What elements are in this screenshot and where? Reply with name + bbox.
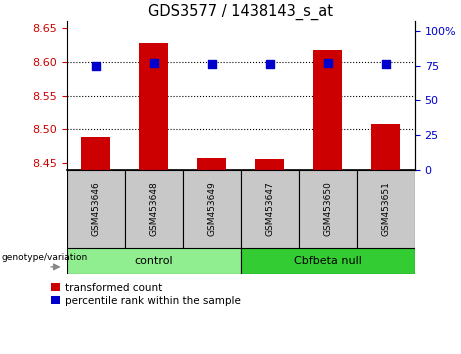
Bar: [241, 170, 299, 248]
Bar: [67, 170, 125, 248]
Bar: [125, 170, 183, 248]
Bar: [197, 159, 226, 170]
Bar: [299, 170, 357, 248]
Bar: [357, 170, 415, 248]
Bar: [81, 137, 110, 170]
Point: [324, 60, 331, 66]
Text: GSM453646: GSM453646: [91, 182, 100, 236]
Bar: [241, 248, 415, 274]
Text: GSM453651: GSM453651: [381, 181, 390, 236]
Point: [150, 60, 158, 66]
Title: GDS3577 / 1438143_s_at: GDS3577 / 1438143_s_at: [148, 4, 333, 20]
Bar: [255, 159, 284, 170]
Text: GSM453647: GSM453647: [266, 182, 274, 236]
Text: Cbfbeta null: Cbfbeta null: [294, 256, 362, 266]
Bar: [313, 50, 343, 170]
Point: [266, 62, 273, 67]
Text: GSM453649: GSM453649: [207, 182, 216, 236]
Point: [382, 62, 390, 67]
Text: GSM453650: GSM453650: [323, 181, 332, 236]
Point: [208, 62, 216, 67]
Text: genotype/variation: genotype/variation: [1, 253, 88, 262]
Bar: [372, 124, 401, 170]
Point: [92, 63, 100, 69]
Bar: [183, 170, 241, 248]
Legend: transformed count, percentile rank within the sample: transformed count, percentile rank withi…: [51, 283, 241, 306]
Text: control: control: [135, 256, 173, 266]
Bar: [67, 248, 241, 274]
Text: GSM453648: GSM453648: [149, 182, 159, 236]
Bar: [139, 43, 168, 170]
